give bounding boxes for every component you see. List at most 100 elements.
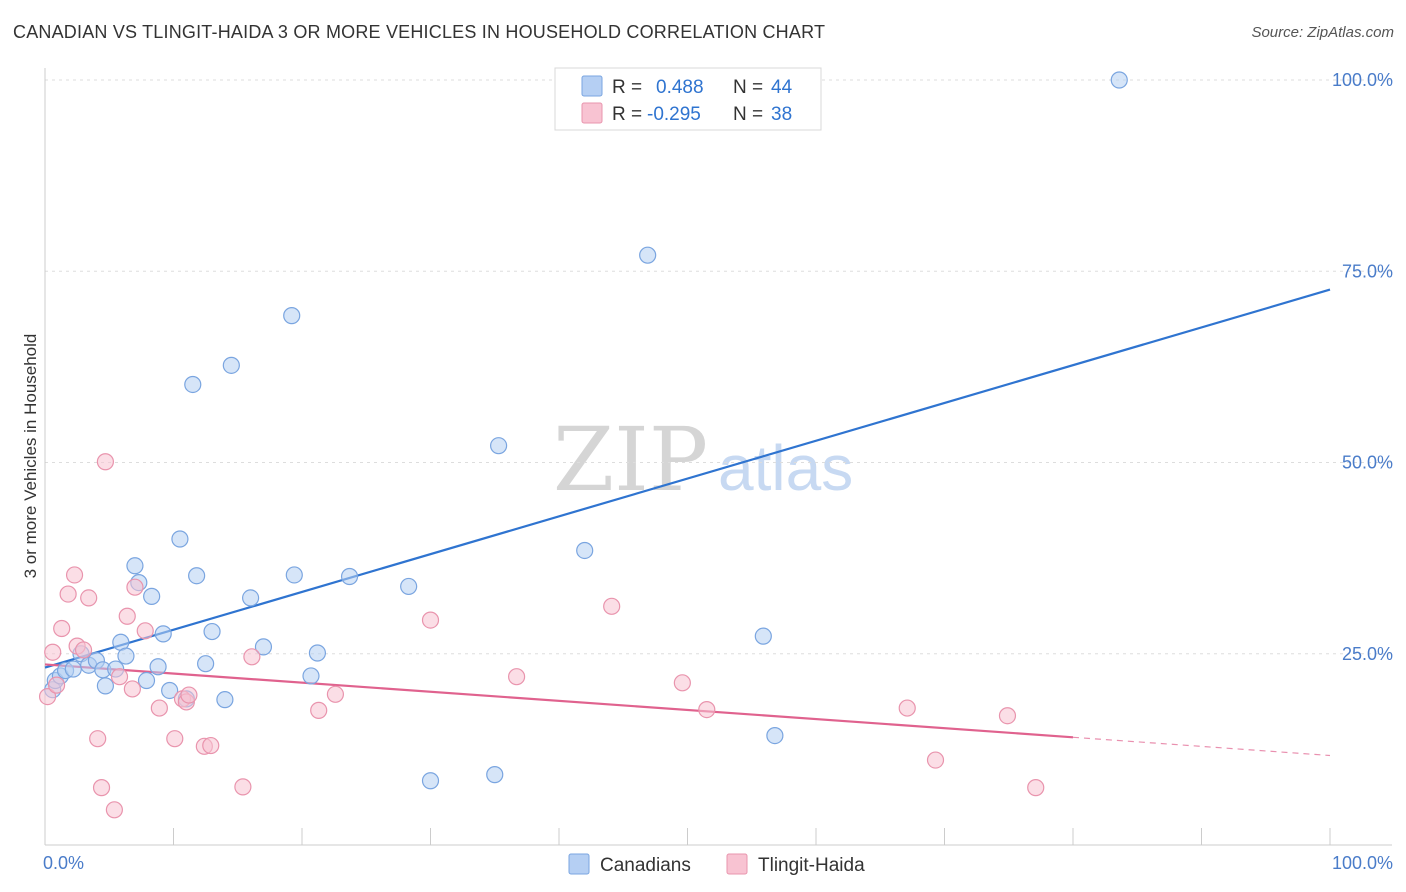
point-tlingit-haida-8 xyxy=(80,589,98,607)
stats-n-label-blue: N = xyxy=(733,77,763,98)
tick-labels: 25.0% 50.0% 75.0% 100.0% 0.0% 100.0% xyxy=(43,70,1393,873)
point-tlingit-haida-34 xyxy=(898,699,916,717)
trend-line-canadians xyxy=(44,288,1331,669)
point-tlingit-haida-31 xyxy=(603,597,621,615)
x-tick-label-100: 100.0% xyxy=(1332,853,1393,873)
point-canadians-29 xyxy=(254,638,273,656)
point-canadians-18 xyxy=(154,625,172,643)
point-canadians-16 xyxy=(143,587,161,605)
point-tlingit-haida-26 xyxy=(243,648,261,666)
point-canadians-33 xyxy=(308,644,327,662)
point-tlingit-haida-17 xyxy=(136,622,154,640)
point-tlingit-haida-30 xyxy=(507,668,526,686)
gridlines xyxy=(45,79,1392,655)
point-canadians-37 xyxy=(486,766,504,784)
legend-label-tlingit-haida: Tlingit-Haida xyxy=(758,855,865,876)
trend-line-tlingit-haida xyxy=(44,663,1074,739)
point-canadians-32 xyxy=(302,667,320,685)
point-canadians-40 xyxy=(639,246,657,264)
watermark-atlas: atlas xyxy=(718,432,853,504)
stats-n-value-blue: 44 xyxy=(771,77,793,98)
point-tlingit-haida-27 xyxy=(310,701,328,719)
stats-r-label-pink: R = xyxy=(612,104,642,125)
axes xyxy=(44,68,1392,846)
point-tlingit-haida-33 xyxy=(698,700,716,719)
point-canadians-12 xyxy=(117,647,135,665)
trend-line-extension-tlingit-haida xyxy=(1072,736,1331,757)
point-canadians-20 xyxy=(171,530,189,548)
stats-n-label-pink: N = xyxy=(733,104,763,125)
x-tick-label-0: 0.0% xyxy=(43,853,84,873)
stats-swatch-blue xyxy=(581,75,603,97)
point-canadians-35 xyxy=(400,577,418,596)
stats-n-value-pink: 38 xyxy=(771,104,792,125)
point-canadians-26 xyxy=(216,691,234,709)
point-canadians-23 xyxy=(188,567,206,585)
point-tlingit-haida-25 xyxy=(234,778,252,796)
point-canadians-9 xyxy=(96,677,114,695)
point-tlingit-haida-13 xyxy=(110,668,129,686)
point-tlingit-haida-24 xyxy=(202,736,220,755)
point-canadians-22 xyxy=(184,375,202,394)
point-canadians-13 xyxy=(126,557,144,575)
stats-legend: R = 0.488 N = 44 R = -0.295 N = 38 xyxy=(554,67,822,131)
data-points xyxy=(38,71,1128,819)
point-canadians-38 xyxy=(490,437,508,455)
point-tlingit-haida-0 xyxy=(38,687,57,706)
source-credit: Source: ZipAtlas.com xyxy=(1251,24,1394,41)
point-canadians-31 xyxy=(285,566,303,584)
point-tlingit-haida-9 xyxy=(89,730,107,748)
point-tlingit-haida-10 xyxy=(92,779,111,797)
point-tlingit-haida-2 xyxy=(47,676,66,694)
stats-r-value-pink: -0.295 xyxy=(647,104,701,125)
watermark: ZIP atlas xyxy=(553,408,853,511)
point-canadians-36 xyxy=(421,772,440,790)
point-tlingit-haida-22 xyxy=(180,686,198,704)
point-tlingit-haida-37 xyxy=(1027,779,1045,797)
point-canadians-34 xyxy=(340,567,359,586)
y-tick-label-50: 50.0% xyxy=(1342,453,1393,473)
point-tlingit-haida-4 xyxy=(59,585,77,603)
point-tlingit-haida-35 xyxy=(926,751,945,769)
stats-r-value-blue: 0.488 xyxy=(656,77,704,98)
point-canadians-41 xyxy=(754,627,772,645)
y-tick-label-25: 25.0% xyxy=(1342,644,1393,664)
point-canadians-17 xyxy=(149,658,167,676)
y-tick-label-100: 100.0% xyxy=(1332,70,1393,90)
point-canadians-24 xyxy=(197,655,215,673)
point-canadians-28 xyxy=(242,589,260,607)
point-canadians-43 xyxy=(1110,71,1128,89)
point-tlingit-haida-29 xyxy=(421,611,440,629)
legend-swatch-canadians xyxy=(568,853,590,875)
legend-label-canadians: Canadians xyxy=(600,855,691,876)
y-axis-title: 3 or more Vehicles in Household xyxy=(21,334,40,579)
point-canadians-4 xyxy=(64,660,82,678)
point-tlingit-haida-32 xyxy=(673,674,691,692)
point-tlingit-haida-11 xyxy=(96,453,114,471)
chart-title: CANADIAN VS TLINGIT-HAIDA 3 OR MORE VEHI… xyxy=(13,22,826,42)
point-tlingit-haida-28 xyxy=(326,685,345,703)
point-canadians-25 xyxy=(203,622,221,641)
legend-swatch-tlingit-haida xyxy=(726,853,748,875)
point-tlingit-haida-1 xyxy=(44,643,62,661)
stats-r-label-blue: R = xyxy=(612,77,642,98)
watermark-zip: ZIP xyxy=(553,408,708,511)
point-canadians-39 xyxy=(576,541,594,560)
point-tlingit-haida-12 xyxy=(105,801,123,819)
point-canadians-15 xyxy=(137,671,156,690)
trend-lines xyxy=(44,288,1331,757)
point-canadians-27 xyxy=(222,356,240,374)
point-tlingit-haida-5 xyxy=(65,566,84,584)
stats-swatch-pink xyxy=(581,102,603,124)
point-tlingit-haida-16 xyxy=(126,578,144,596)
point-canadians-19 xyxy=(161,681,179,700)
point-tlingit-haida-36 xyxy=(998,707,1017,725)
point-tlingit-haida-14 xyxy=(118,607,136,625)
series-legend: Canadians Tlingit-Haida xyxy=(568,853,865,876)
point-tlingit-haida-7 xyxy=(74,641,93,659)
point-tlingit-haida-3 xyxy=(53,619,71,638)
point-tlingit-haida-19 xyxy=(166,730,184,748)
point-canadians-30 xyxy=(283,307,301,325)
point-canadians-42 xyxy=(766,727,784,745)
